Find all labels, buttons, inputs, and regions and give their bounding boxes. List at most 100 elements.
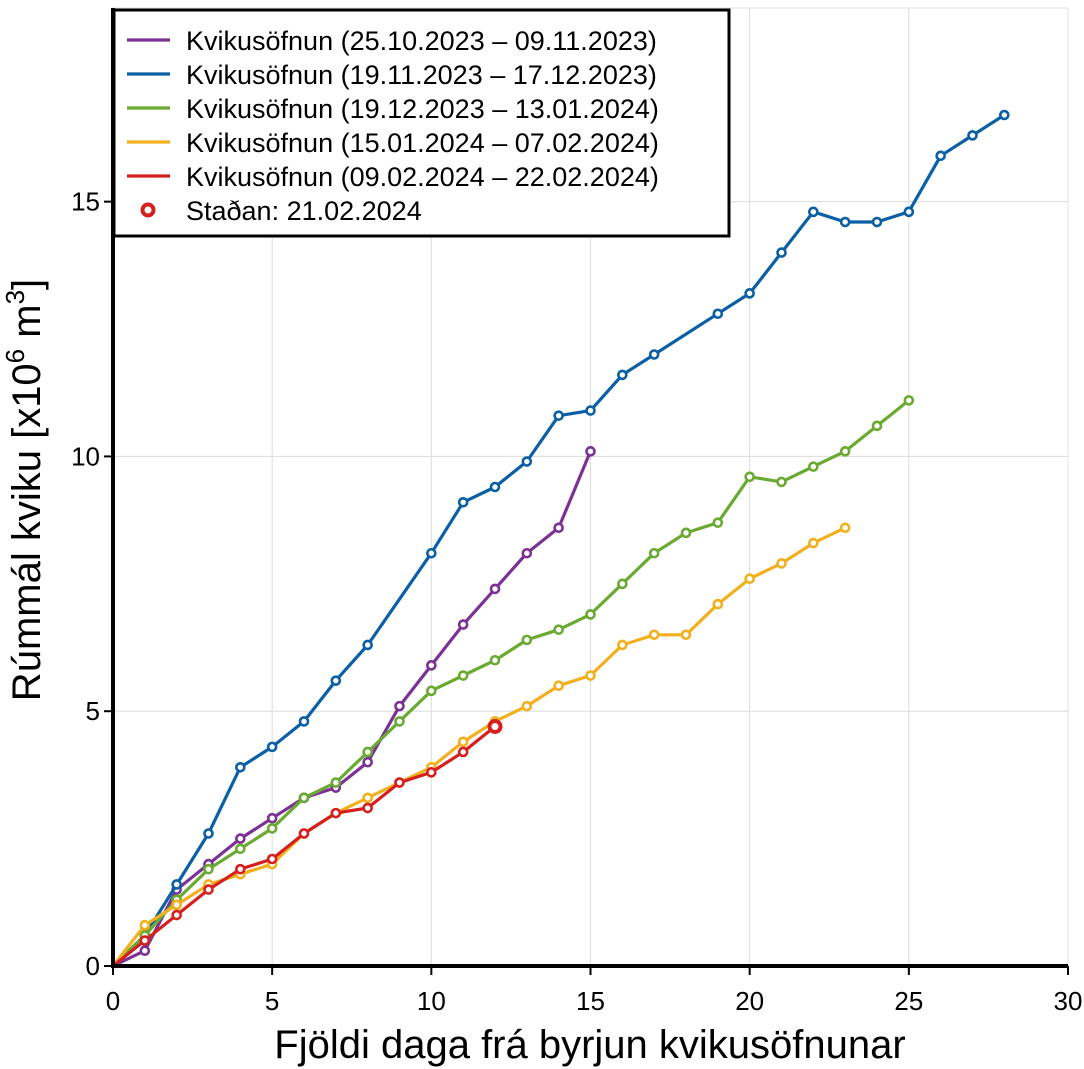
series-marker (139, 919, 151, 931)
series-marker (776, 476, 787, 488)
legend: Kvikusöfnun (25.10.2023 – 09.11.2023) Kvi… (112, 8, 731, 238)
series-marker (171, 899, 182, 911)
series-marker (362, 802, 373, 814)
series-marker (680, 527, 692, 539)
series-marker (744, 573, 755, 585)
legend-label: Staðan: 21.02.2024 (186, 196, 422, 226)
series-marker (839, 446, 851, 457)
series-4 (111, 522, 851, 968)
series-marker (266, 853, 278, 865)
series-marker (712, 517, 724, 528)
series-marker (266, 823, 278, 834)
series-marker (839, 216, 851, 228)
series-marker (266, 812, 278, 824)
series-marker (585, 609, 596, 620)
y-tick-label: 10 (71, 441, 100, 471)
series-marker (808, 206, 819, 218)
series-marker (553, 680, 564, 692)
series-marker (521, 634, 533, 646)
series-marker (362, 756, 373, 768)
series-marker (266, 741, 278, 753)
series-marker (489, 654, 501, 666)
series-marker (139, 935, 151, 946)
series-1 (111, 446, 596, 968)
series-marker (362, 746, 373, 758)
series-marker (521, 456, 533, 467)
series-line (111, 526, 847, 968)
series-marker (617, 369, 628, 381)
axes: 0 5 10 15 20 25 30 0 5 10 15 (71, 8, 1082, 1016)
series-line (111, 449, 593, 968)
series-marker (553, 522, 564, 534)
series-marker (457, 670, 469, 681)
legend-label: Kvikusöfnun (25.10.2023 – 09.11.2023) (186, 26, 657, 56)
series-marker (935, 150, 946, 162)
legend-point-swatch (140, 202, 156, 218)
y-tick-label: 15 (71, 187, 100, 217)
y-tick-label: 5 (86, 696, 100, 726)
series-marker (426, 547, 437, 559)
series-marker (457, 746, 469, 758)
series-2 (111, 109, 1010, 968)
series-marker (871, 420, 883, 432)
series-marker (235, 833, 246, 844)
series-marker (808, 537, 819, 549)
series-marker (426, 660, 437, 671)
series-marker (298, 828, 310, 839)
x-tick-label: 10 (417, 986, 446, 1016)
x-tick-label: 20 (735, 986, 764, 1016)
x-tick-label: 15 (576, 986, 605, 1016)
x-tick-label: 0 (106, 986, 120, 1016)
series-marker (903, 206, 915, 218)
series-marker (330, 777, 342, 788)
series-marker (585, 670, 596, 681)
series-marker (235, 863, 246, 875)
series-marker (394, 777, 405, 788)
series-marker (171, 909, 182, 921)
series-marker (362, 639, 373, 651)
legend-label: Kvikusöfnun (09.02.2024 – 22.02.2024) (186, 162, 659, 192)
legend-item-5: Kvikusöfnun (09.02.2024 – 22.02.2024) (127, 162, 659, 192)
x-tick-label: 5 (265, 986, 279, 1016)
series-marker (712, 308, 724, 320)
y-tick-label: 0 (86, 951, 100, 981)
series-marker (680, 629, 692, 641)
series-marker (553, 624, 564, 635)
series-marker (489, 583, 501, 595)
series-marker (426, 685, 437, 697)
series-marker (298, 792, 310, 804)
x-tick-label: 30 (1054, 986, 1083, 1016)
series-marker (330, 807, 342, 819)
series-marker (426, 767, 437, 778)
legend-label: Kvikusöfnun (15.01.2024 – 07.02.2024) (186, 128, 659, 158)
series-marker (617, 639, 628, 651)
y-axis-label: Rúmmál kviku [x106 m3] (0, 279, 49, 701)
x-tick-label: 25 (894, 986, 923, 1016)
series-5 (111, 721, 501, 968)
series-marker (712, 598, 724, 610)
series-marker (203, 828, 214, 839)
series-marker (871, 216, 883, 228)
series-marker (171, 879, 182, 890)
series-marker (648, 547, 660, 559)
series-marker (967, 130, 978, 141)
legend-box (112, 8, 731, 238)
series-marker (394, 700, 405, 712)
legend-item-current-point: Staðan: 21.02.2024 (140, 196, 422, 226)
legend-item-1: Kvikusöfnun (25.10.2023 – 09.11.2023) (127, 26, 657, 56)
series-marker (839, 522, 851, 534)
series-3 (111, 395, 915, 968)
series-marker (298, 716, 310, 727)
series-marker (617, 578, 628, 590)
series-marker (394, 716, 405, 727)
legend-item-3: Kvikusöfnun (19.12.2023 – 13.01.2024) (127, 94, 659, 124)
series-marker (776, 558, 787, 569)
series-marker (585, 446, 596, 457)
series-marker (744, 288, 755, 299)
series-marker (235, 761, 246, 773)
series-line (111, 113, 1006, 968)
series-marker (203, 884, 214, 895)
series-line (111, 398, 911, 968)
series-marker (776, 247, 787, 258)
